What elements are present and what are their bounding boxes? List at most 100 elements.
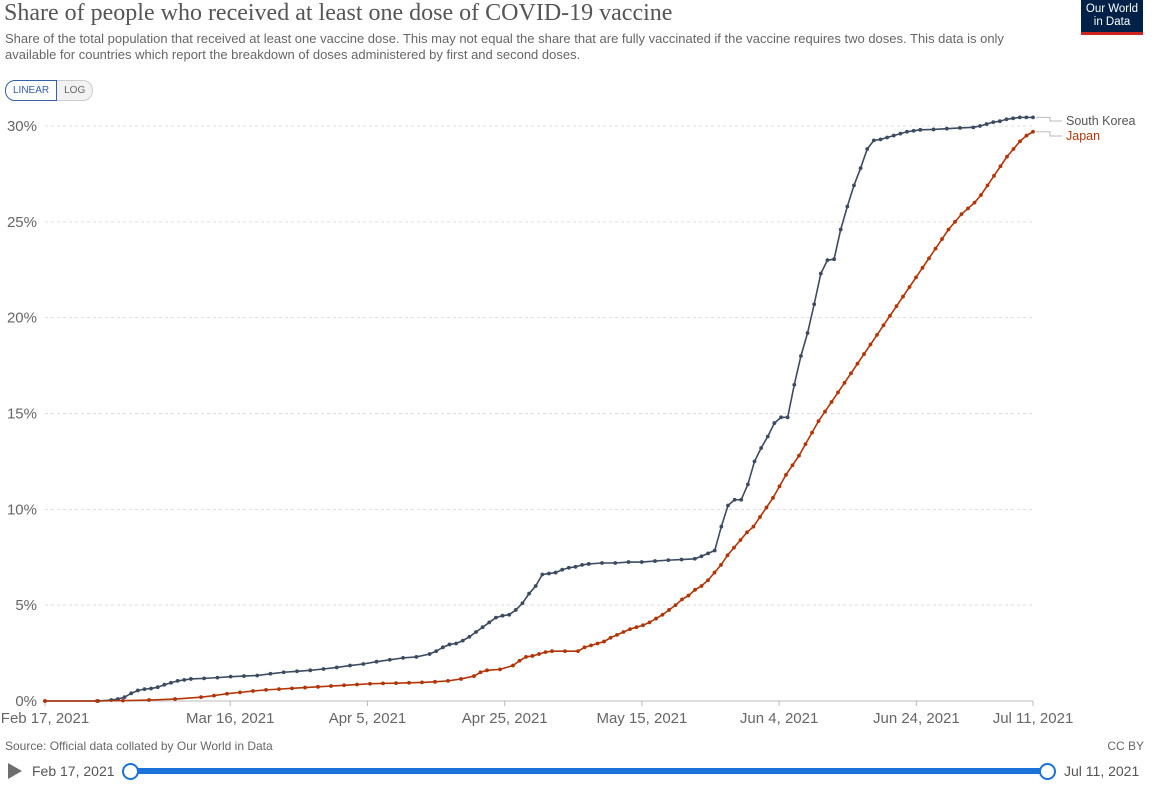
data-point — [573, 564, 578, 569]
timeline-start-label: Feb 17, 2021 — [32, 763, 115, 779]
data-point — [888, 313, 892, 318]
data-point — [944, 126, 949, 131]
data-point — [984, 122, 989, 126]
data-point — [251, 689, 255, 693]
linear-scale-button[interactable]: LINEAR — [5, 80, 58, 101]
data-point — [202, 676, 207, 681]
data-point — [732, 545, 736, 550]
data-point — [517, 658, 522, 663]
data-point — [660, 612, 665, 617]
data-point — [553, 570, 558, 575]
data-point — [823, 409, 827, 414]
data-point — [162, 682, 167, 687]
data-point — [268, 671, 273, 676]
data-point — [825, 258, 830, 263]
data-point — [894, 304, 899, 309]
data-point — [487, 620, 492, 625]
data-point — [647, 620, 652, 625]
data-point — [875, 333, 879, 337]
data-point — [264, 687, 268, 692]
data-point — [342, 683, 346, 688]
data-point — [699, 554, 704, 559]
x-tick-label: Jul 11, 2021 — [993, 710, 1074, 727]
data-point — [946, 227, 951, 232]
data-point — [277, 687, 281, 692]
x-tick-label: Jun 24, 2021 — [873, 710, 960, 727]
data-point — [595, 641, 600, 646]
series-label-south_korea: South Korea — [1066, 114, 1136, 128]
data-point — [290, 686, 294, 691]
series-line-south_korea — [45, 116, 1033, 702]
data-point — [692, 556, 697, 561]
data-point — [852, 183, 856, 188]
data-point — [500, 613, 505, 618]
data-point — [447, 642, 452, 647]
line-chart: 0% 5% 10% 15% 20% 25% 30% Feb 17, 2021 Mar 16, 2… — [1, 114, 1136, 727]
x-tick-label: Jun 4, 2021 — [740, 710, 818, 727]
data-point — [507, 612, 512, 617]
data-point — [316, 684, 320, 689]
data-point — [927, 256, 931, 261]
data-point — [997, 119, 1002, 124]
data-point — [255, 673, 260, 678]
data-point — [433, 679, 437, 684]
data-point — [979, 193, 983, 197]
data-point — [726, 503, 730, 508]
series-label-japan: Japan — [1066, 129, 1100, 143]
data-point — [799, 354, 803, 358]
data-point — [816, 419, 821, 424]
logo-line-1: Our World — [1085, 3, 1139, 15]
data-point — [933, 246, 938, 251]
data-point — [868, 342, 873, 347]
timeline-end-handle[interactable] — [1039, 763, 1056, 780]
data-point — [759, 446, 764, 450]
data-point — [1031, 115, 1035, 120]
license-link[interactable]: CC BY — [1107, 739, 1144, 753]
data-point — [329, 684, 333, 688]
data-point — [480, 625, 485, 630]
data-point — [576, 649, 580, 654]
data-point — [898, 131, 903, 136]
data-point — [43, 699, 47, 703]
data-point — [805, 331, 810, 335]
data-point — [992, 173, 996, 178]
timeline-track[interactable] — [130, 768, 1047, 774]
data-point — [420, 680, 424, 685]
data-point — [242, 674, 246, 678]
data-point — [918, 127, 923, 132]
data-point — [95, 699, 99, 703]
data-point — [513, 608, 518, 612]
data-point — [771, 495, 775, 500]
y-tick-label: 15% — [7, 406, 37, 423]
data-point — [401, 655, 405, 660]
data-point — [361, 662, 366, 666]
data-point — [467, 634, 472, 639]
data-point — [719, 563, 723, 567]
data-point — [142, 687, 147, 692]
data-point — [693, 587, 697, 592]
data-point — [530, 654, 535, 658]
x-tick-label: Apr 25, 2021 — [462, 710, 548, 727]
data-point — [472, 674, 476, 678]
timeline-start-handle[interactable] — [122, 763, 139, 780]
play-icon[interactable] — [8, 763, 22, 779]
data-point — [295, 669, 299, 674]
data-point — [348, 663, 352, 668]
data-point — [586, 562, 591, 566]
data-point — [751, 524, 756, 529]
data-point — [845, 204, 850, 209]
data-point — [785, 415, 790, 420]
data-point — [533, 584, 538, 588]
data-point — [732, 497, 737, 502]
log-scale-button[interactable]: LOG — [57, 80, 94, 101]
data-point — [790, 463, 795, 468]
data-point — [803, 442, 808, 447]
owid-logo[interactable]: Our World in Data — [1081, 0, 1143, 35]
data-point — [394, 681, 398, 686]
data-point — [511, 663, 515, 668]
data-point — [387, 657, 392, 662]
data-point — [621, 630, 626, 634]
data-point — [199, 695, 203, 700]
data-point — [228, 674, 233, 679]
data-point — [725, 553, 730, 558]
